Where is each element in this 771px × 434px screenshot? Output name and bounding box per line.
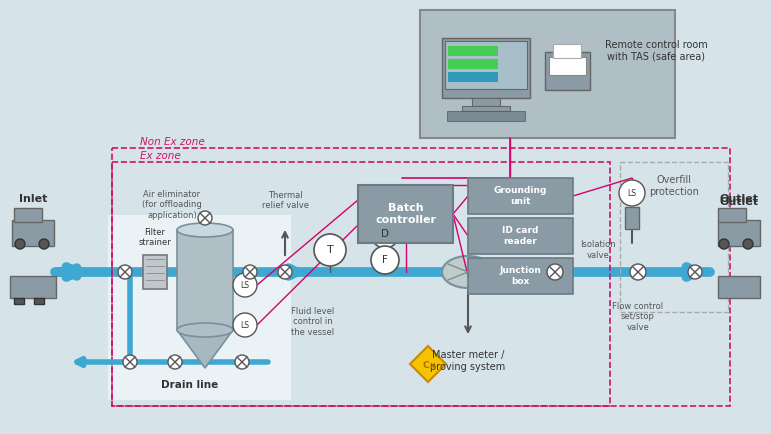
Text: Thermal
relief valve: Thermal relief valve: [261, 191, 308, 210]
Text: x: x: [430, 361, 436, 369]
Circle shape: [235, 355, 249, 369]
Polygon shape: [177, 330, 233, 368]
Text: Grounding
unit: Grounding unit: [493, 186, 547, 206]
FancyBboxPatch shape: [358, 185, 453, 243]
Text: Flow control
set/stop
valve: Flow control set/stop valve: [612, 302, 664, 332]
FancyBboxPatch shape: [718, 220, 760, 246]
Circle shape: [719, 239, 729, 249]
FancyBboxPatch shape: [545, 52, 590, 90]
Bar: [112, 162, 610, 406]
Text: Master meter /
proving system: Master meter / proving system: [430, 350, 506, 372]
Bar: [112, 148, 730, 406]
FancyBboxPatch shape: [34, 298, 44, 304]
Text: Inlet: Inlet: [19, 194, 47, 204]
Circle shape: [39, 239, 49, 249]
Circle shape: [371, 220, 399, 248]
FancyBboxPatch shape: [177, 230, 233, 330]
Circle shape: [278, 265, 292, 279]
Ellipse shape: [177, 223, 233, 237]
Circle shape: [619, 180, 645, 206]
Text: LS: LS: [241, 320, 250, 329]
FancyBboxPatch shape: [143, 255, 167, 289]
FancyBboxPatch shape: [549, 57, 586, 75]
FancyBboxPatch shape: [14, 208, 42, 222]
Text: Non Ex zone: Non Ex zone: [140, 137, 205, 147]
Circle shape: [168, 355, 182, 369]
Text: Junction
box: Junction box: [500, 266, 541, 286]
Circle shape: [15, 239, 25, 249]
Text: Fluid level
control in
the vessel: Fluid level control in the vessel: [291, 307, 335, 337]
Circle shape: [371, 246, 399, 274]
Circle shape: [630, 264, 646, 280]
Text: Batch
controller: Batch controller: [375, 203, 436, 225]
FancyBboxPatch shape: [718, 276, 760, 298]
FancyBboxPatch shape: [108, 215, 291, 400]
FancyBboxPatch shape: [420, 10, 675, 138]
Circle shape: [243, 265, 257, 279]
Circle shape: [118, 265, 132, 279]
FancyBboxPatch shape: [12, 220, 54, 246]
Text: T: T: [327, 245, 333, 255]
FancyBboxPatch shape: [472, 98, 500, 106]
Circle shape: [198, 211, 212, 225]
Bar: [448, 46, 498, 56]
FancyBboxPatch shape: [468, 258, 573, 294]
FancyBboxPatch shape: [447, 111, 525, 121]
Circle shape: [123, 355, 137, 369]
Ellipse shape: [442, 256, 494, 288]
Text: LS: LS: [241, 280, 250, 289]
FancyBboxPatch shape: [10, 276, 56, 298]
FancyBboxPatch shape: [468, 218, 573, 254]
Text: Overfill
protection: Overfill protection: [649, 175, 699, 197]
FancyBboxPatch shape: [14, 298, 24, 304]
Ellipse shape: [177, 323, 233, 337]
Text: D: D: [381, 229, 389, 239]
Text: Outlet: Outlet: [719, 197, 759, 207]
FancyBboxPatch shape: [553, 44, 581, 58]
FancyBboxPatch shape: [445, 41, 527, 89]
Text: Isolation
valve: Isolation valve: [580, 240, 615, 260]
Circle shape: [547, 264, 563, 280]
FancyBboxPatch shape: [625, 207, 639, 229]
Circle shape: [314, 234, 346, 266]
FancyBboxPatch shape: [442, 38, 530, 98]
Circle shape: [233, 313, 257, 337]
Bar: [448, 59, 498, 69]
FancyBboxPatch shape: [718, 208, 746, 222]
Text: F: F: [382, 255, 388, 265]
Circle shape: [688, 265, 702, 279]
Circle shape: [233, 273, 257, 297]
FancyBboxPatch shape: [468, 178, 573, 214]
Text: Filter
strainer: Filter strainer: [139, 227, 171, 247]
Text: Remote control room
with TAS (safe area): Remote control room with TAS (safe area): [605, 40, 708, 62]
Bar: [448, 72, 498, 82]
Text: Ex zone: Ex zone: [140, 151, 180, 161]
Text: C: C: [423, 361, 429, 369]
Text: Outlet: Outlet: [719, 194, 759, 204]
Text: LS: LS: [628, 188, 637, 197]
Text: Drain line: Drain line: [161, 380, 219, 390]
FancyBboxPatch shape: [462, 106, 510, 111]
Text: Air eliminator
(for offloading
application): Air eliminator (for offloading applicati…: [142, 190, 202, 220]
Bar: [620, 162, 728, 312]
Polygon shape: [410, 346, 446, 382]
Text: ID card
reader: ID card reader: [503, 226, 539, 246]
Circle shape: [743, 239, 753, 249]
